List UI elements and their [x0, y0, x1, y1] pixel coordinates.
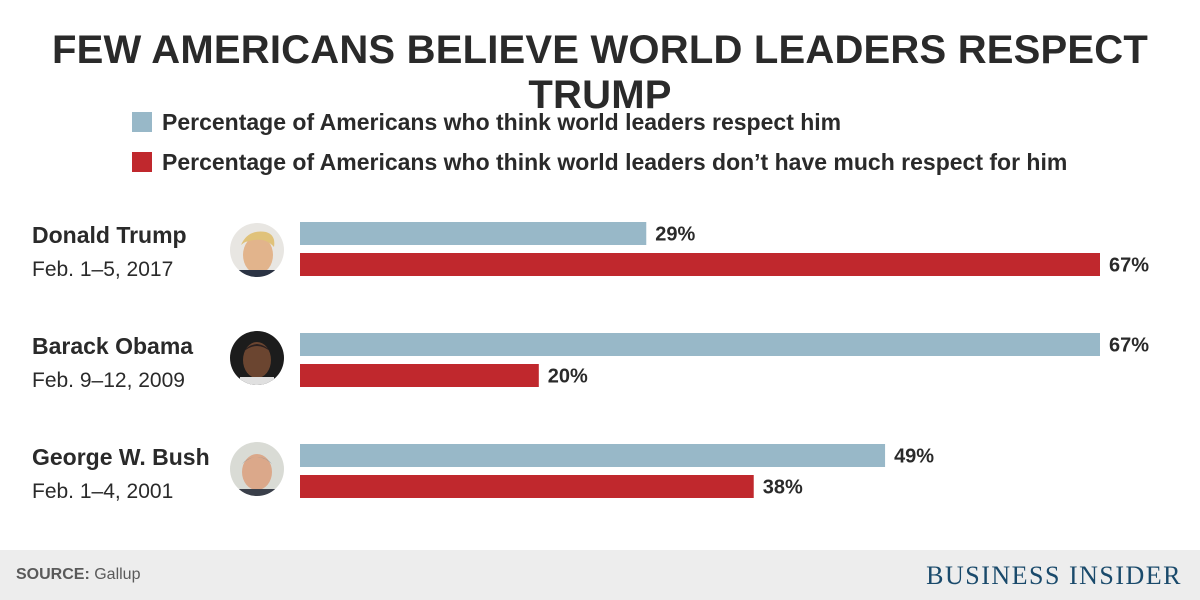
donald-trump-avatar — [230, 223, 284, 277]
chart-title: FEW AMERICANS BELIEVE WORLD LEADERS RESP… — [51, 28, 1149, 117]
bar-bush-no-respect — [300, 475, 754, 498]
row-name-obama: Barack Obama — [32, 333, 194, 359]
source-label: SOURCE: — [16, 566, 90, 583]
barack-obama-avatar — [230, 331, 284, 385]
bar-trump-respect — [300, 222, 647, 245]
row-name-trump: Donald Trump — [32, 222, 187, 248]
legend-label-no-respect: Percentage of Americans who think world … — [162, 148, 1068, 175]
data-label-obama-respect: 67% — [1109, 335, 1149, 357]
source-note: SOURCE: Gallup — [16, 566, 140, 584]
data-label-trump-respect: 29% — [655, 224, 695, 246]
row-name-bush: George W. Bush — [32, 444, 210, 470]
bar-obama-respect — [300, 333, 1100, 356]
data-label-obama-no-respect: 20% — [548, 366, 588, 388]
legend-swatch-no-respect — [132, 152, 152, 172]
bar-chart: 29% 67% 67% 20% 49% 38% — [300, 222, 1149, 499]
george-w-bush-avatar — [230, 442, 284, 496]
bar-obama-no-respect — [300, 364, 539, 387]
row-date-trump: Feb. 1–5, 2017 — [32, 258, 174, 281]
legend-label-respect: Percentage of Americans who think world … — [162, 108, 842, 135]
business-insider-logo: BUSINESS INSIDER — [926, 561, 1182, 590]
source-value: Gallup — [89, 566, 141, 583]
legend-item-respect: Percentage of Americans who think world … — [132, 108, 1067, 136]
data-label-trump-no-respect: 67% — [1109, 255, 1149, 277]
data-label-bush-no-respect: 38% — [763, 477, 803, 499]
legend: Percentage of Americans who think world … — [132, 108, 1067, 188]
row-date-obama: Feb. 9–12, 2009 — [32, 369, 185, 392]
bar-bush-respect — [300, 444, 886, 467]
legend-item-no-respect: Percentage of Americans who think world … — [132, 148, 1067, 176]
row-date-bush: Feb. 1–4, 2001 — [32, 480, 174, 503]
data-label-bush-respect: 49% — [894, 446, 934, 468]
bar-trump-no-respect — [300, 253, 1100, 276]
footer: SOURCE: Gallup BUSINESS INSIDER — [0, 550, 1200, 600]
legend-swatch-respect — [132, 112, 152, 132]
